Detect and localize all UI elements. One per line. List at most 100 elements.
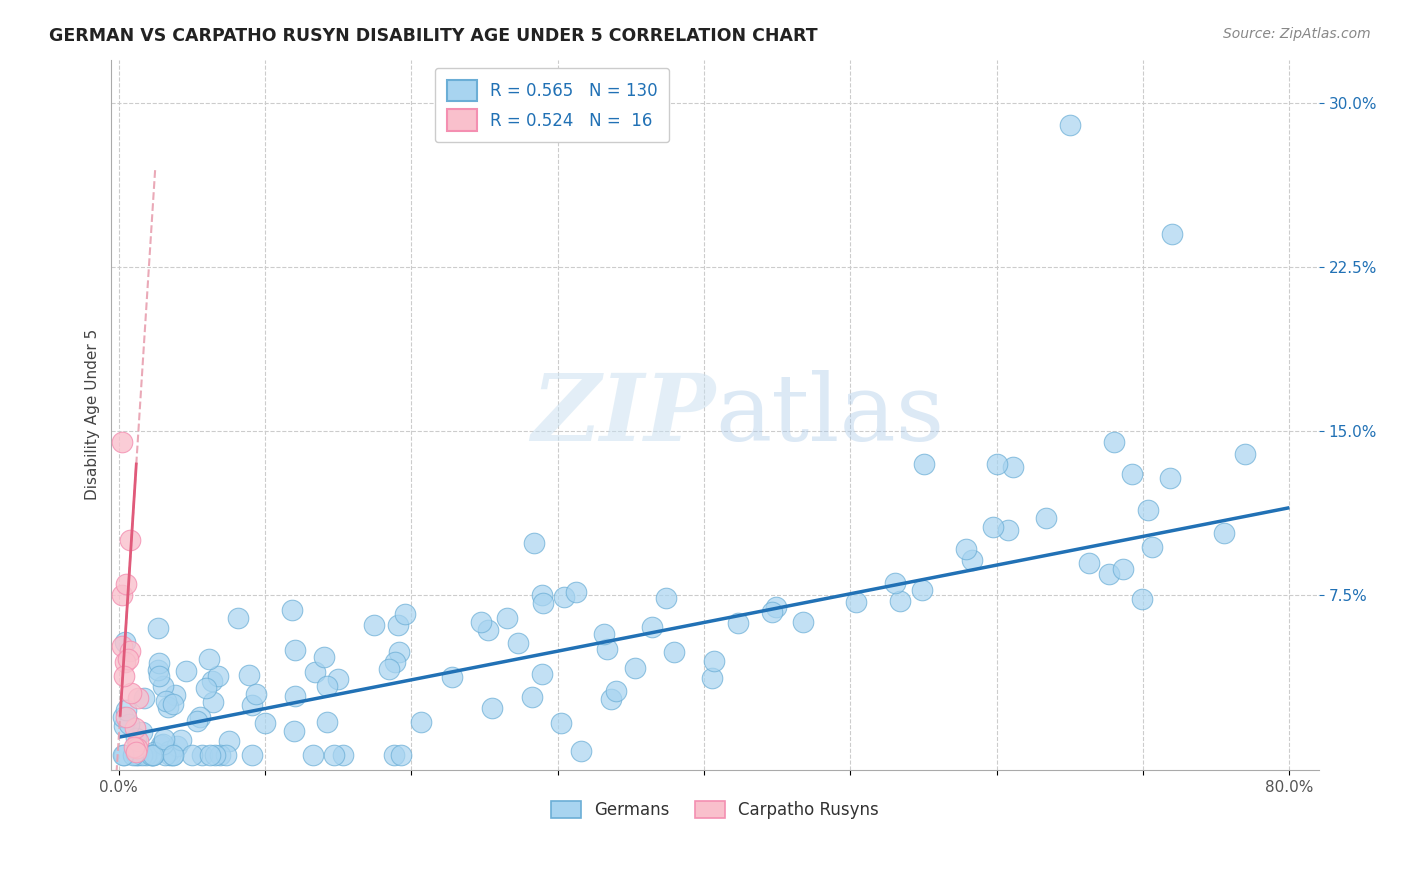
Point — [703, 654, 725, 668]
Point — [115, 577, 138, 591]
Text: ZIP: ZIP — [531, 370, 716, 459]
Point — [531, 596, 554, 610]
Point — [127, 747, 149, 762]
Point — [142, 745, 165, 759]
Point — [157, 700, 180, 714]
Point — [132, 690, 155, 705]
Point — [593, 627, 616, 641]
Point — [522, 536, 544, 550]
Point — [125, 745, 148, 759]
Point — [245, 687, 267, 701]
Point — [198, 747, 221, 762]
Point — [127, 733, 149, 747]
Point — [166, 739, 188, 753]
Point — [194, 681, 217, 696]
Point — [238, 668, 260, 682]
Point — [1102, 435, 1125, 450]
Point — [120, 644, 142, 658]
Point — [553, 591, 575, 605]
Point — [159, 747, 181, 762]
Point — [394, 607, 416, 622]
Legend: Germans, Carpatho Rusyns: Germans, Carpatho Rusyns — [544, 794, 886, 826]
Point — [384, 655, 406, 669]
Point — [470, 615, 492, 629]
Point — [389, 747, 412, 762]
Point — [761, 605, 783, 619]
Point — [1161, 227, 1184, 242]
Text: GERMAN VS CARPATHO RUSYN DISABILITY AGE UNDER 5 CORRELATION CHART: GERMAN VS CARPATHO RUSYN DISABILITY AGE … — [49, 27, 818, 45]
Point — [165, 688, 187, 702]
Point — [204, 747, 226, 762]
Point — [226, 611, 249, 625]
Point — [911, 583, 934, 598]
Point — [155, 694, 177, 708]
Point — [312, 650, 335, 665]
Point — [284, 643, 307, 657]
Point — [240, 698, 263, 712]
Point — [218, 733, 240, 747]
Point — [122, 747, 145, 762]
Y-axis label: Disability Age Under 5: Disability Age Under 5 — [86, 329, 100, 500]
Point — [253, 715, 276, 730]
Point — [441, 670, 464, 684]
Point — [550, 715, 572, 730]
Point — [411, 714, 433, 729]
Point — [162, 697, 184, 711]
Point — [112, 719, 135, 733]
Text: atlas: atlas — [716, 370, 945, 459]
Point — [1159, 471, 1181, 485]
Point — [201, 695, 224, 709]
Point — [124, 722, 146, 736]
Point — [111, 639, 134, 653]
Point — [481, 701, 503, 715]
Point — [960, 553, 983, 567]
Point — [530, 588, 553, 602]
Point — [997, 524, 1019, 538]
Point — [284, 689, 307, 703]
Point — [118, 716, 141, 731]
Point — [281, 602, 304, 616]
Point — [112, 669, 135, 683]
Point — [1059, 118, 1081, 132]
Point — [912, 457, 935, 471]
Point — [332, 747, 354, 762]
Point — [596, 641, 619, 656]
Point — [125, 731, 148, 745]
Point — [198, 651, 221, 665]
Point — [111, 588, 134, 602]
Point — [159, 744, 181, 758]
Point — [148, 657, 170, 671]
Point — [152, 679, 174, 693]
Point — [120, 533, 142, 548]
Point — [141, 747, 163, 762]
Point — [1233, 447, 1256, 461]
Point — [139, 747, 162, 762]
Point — [152, 731, 174, 746]
Point — [146, 663, 169, 677]
Point — [142, 747, 165, 762]
Point — [495, 611, 517, 625]
Point — [207, 669, 229, 683]
Point — [209, 747, 232, 762]
Point — [111, 435, 134, 450]
Point — [122, 739, 145, 754]
Text: Source: ZipAtlas.com: Source: ZipAtlas.com — [1223, 27, 1371, 41]
Point — [565, 585, 588, 599]
Point — [112, 709, 135, 723]
Point — [641, 620, 664, 634]
Point — [884, 575, 907, 590]
Point — [127, 741, 149, 756]
Point — [600, 692, 623, 706]
Point — [162, 747, 184, 762]
Point — [112, 747, 135, 762]
Point — [387, 617, 409, 632]
Point — [142, 747, 165, 762]
Point — [792, 615, 814, 629]
Point — [727, 615, 749, 630]
Point — [188, 709, 211, 723]
Point — [1132, 591, 1154, 606]
Point — [191, 747, 214, 762]
Point — [889, 594, 911, 608]
Point — [112, 747, 135, 762]
Point — [283, 724, 305, 739]
